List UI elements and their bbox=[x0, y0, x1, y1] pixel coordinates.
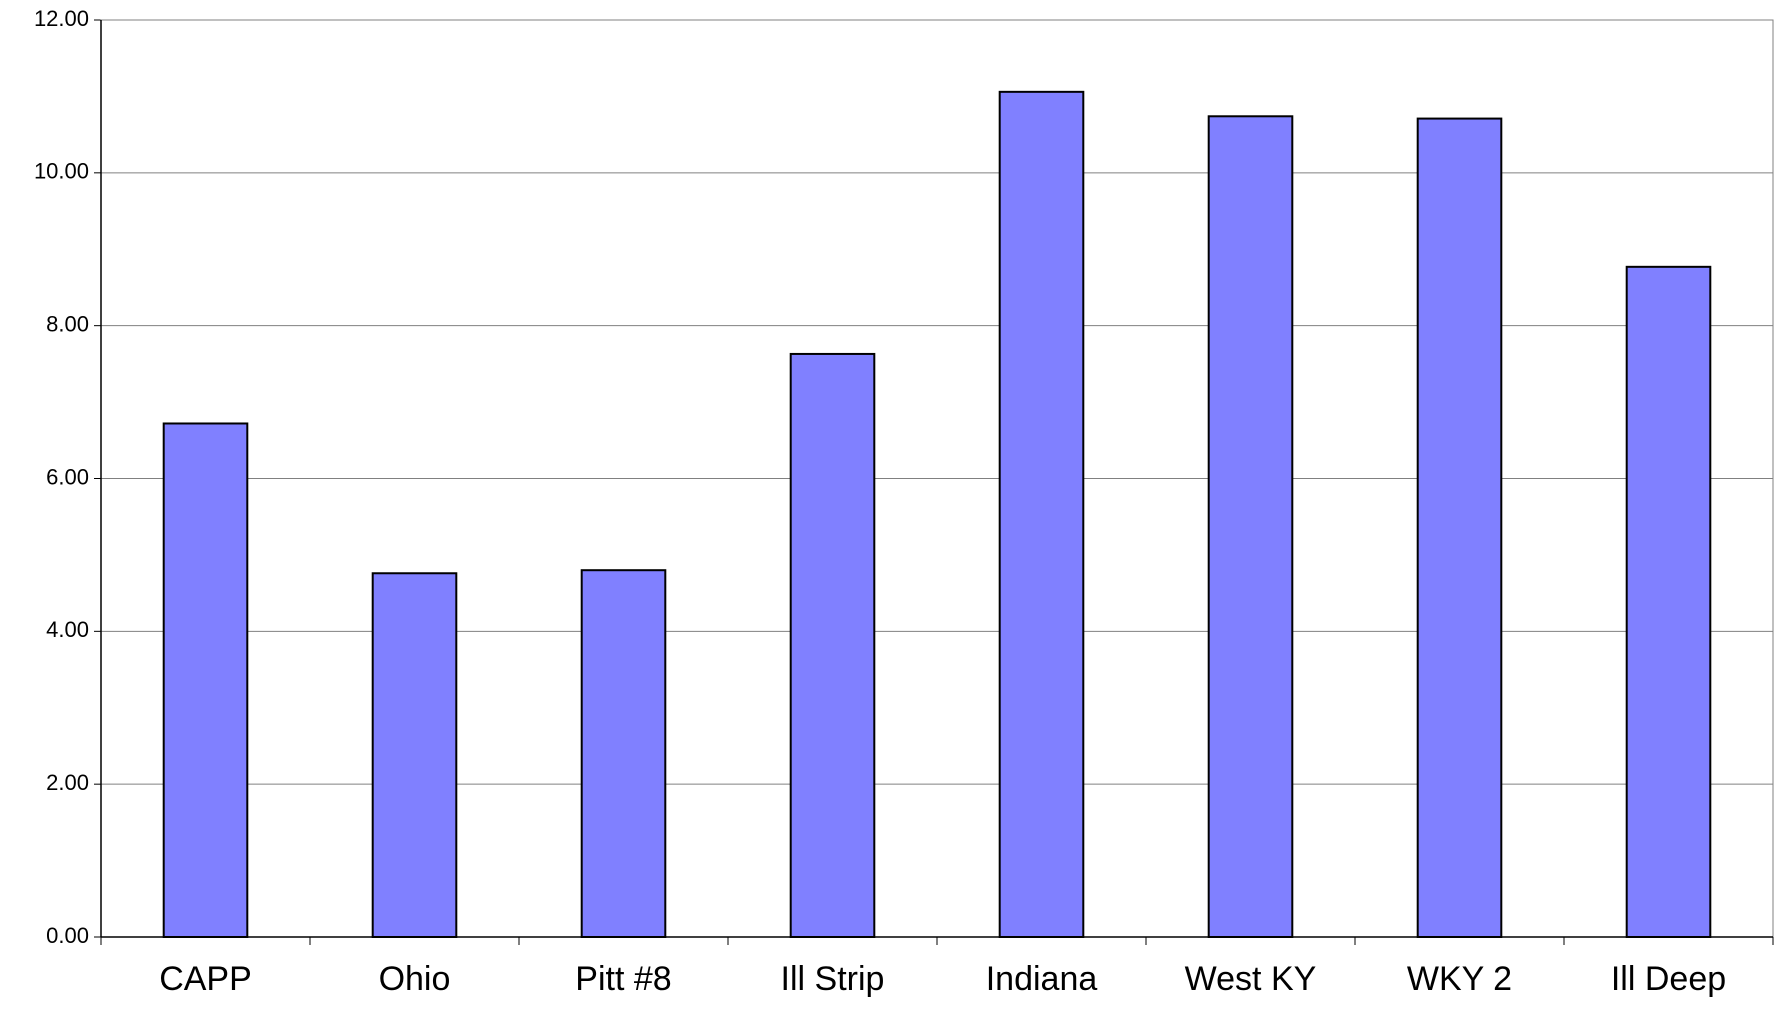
bar bbox=[162, 422, 249, 939]
x-tick-label: Ill Strip bbox=[781, 960, 885, 998]
bar bbox=[1416, 117, 1503, 938]
y-tick-label: 6.00 bbox=[46, 464, 89, 489]
bar bbox=[1625, 265, 1712, 939]
x-tick-label: WKY 2 bbox=[1407, 960, 1512, 998]
y-tick-label: 4.00 bbox=[46, 617, 89, 642]
x-tick-label: Ill Deep bbox=[1611, 960, 1726, 998]
y-tick-label: 2.00 bbox=[46, 770, 89, 795]
bar bbox=[998, 90, 1085, 938]
bar bbox=[371, 572, 458, 938]
y-tick-label: 10.00 bbox=[34, 159, 89, 184]
x-tick-label: CAPP bbox=[159, 960, 252, 998]
x-tick-label: Pitt #8 bbox=[575, 960, 671, 998]
x-tick-label: Ohio bbox=[379, 960, 451, 998]
y-tick-label: 8.00 bbox=[46, 311, 89, 336]
x-tick-label: West KY bbox=[1185, 960, 1317, 998]
y-tick-label: 0.00 bbox=[46, 923, 89, 948]
y-tick-label: 12.00 bbox=[34, 6, 89, 31]
bar bbox=[580, 569, 667, 938]
x-tick-label: Indiana bbox=[986, 960, 1098, 998]
bar bbox=[789, 352, 876, 938]
bar bbox=[1207, 115, 1294, 939]
